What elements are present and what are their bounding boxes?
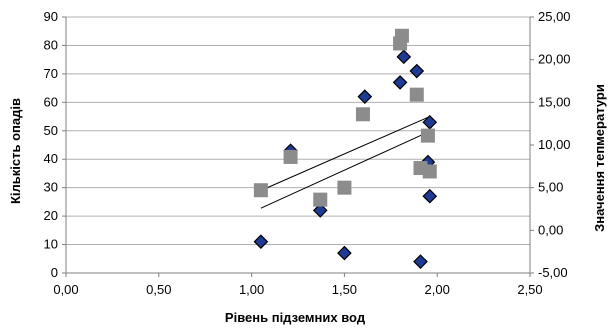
x-tick-label: 0,00 (53, 282, 78, 297)
trend-lines (260, 116, 430, 209)
x-tick-label: 1,00 (239, 282, 264, 297)
y-right-tick-label: 25,00 (538, 9, 571, 24)
gridlines (66, 16, 530, 246)
x-tick-label: 1,50 (332, 282, 357, 297)
x-axis-title: Рівень підземних вод (225, 310, 366, 325)
y-left-tick-label: 0 (51, 265, 58, 280)
trend-line (260, 116, 430, 191)
y-left-tick-label: 50 (44, 123, 58, 138)
y-right-tick-label: 15,00 (538, 94, 571, 109)
y-right-tick-label: 5,00 (538, 180, 563, 195)
square-point (283, 149, 298, 164)
y-left-tick-label: 40 (44, 151, 58, 166)
y-right-tick-label: -5,00 (538, 265, 568, 280)
diamond-point (337, 245, 352, 261)
y-left-tick-label: 10 (44, 237, 58, 252)
square-point (355, 107, 370, 122)
y-left-tick-label: 30 (44, 180, 58, 195)
diamond-point (357, 89, 373, 104)
square-point (409, 87, 424, 102)
diamond-point (312, 203, 328, 218)
diamond-point (392, 75, 408, 90)
square-point (253, 183, 268, 198)
square-point (420, 128, 435, 143)
diamond-point (409, 63, 425, 79)
y-right-tick-label: 0,00 (538, 222, 563, 237)
y-left-tick-label: 20 (44, 208, 58, 223)
y-left-tick-label: 90 (44, 9, 58, 24)
x-tick-label: 0,50 (146, 282, 171, 297)
square-point (337, 180, 352, 195)
tick-labels: 0 10 20 30 40 50 60 70 80 90 -5,00 0,00 5,00 10,00 15,… (44, 9, 571, 297)
diamond-point (396, 49, 412, 65)
y-right-axis-title: Значення тепмератури (592, 84, 607, 232)
data-points (253, 28, 438, 269)
x-tick-label: 2,50 (517, 282, 542, 297)
diamond-point (413, 254, 428, 269)
square-point (422, 164, 437, 179)
axes (62, 16, 534, 277)
x-tick-label: 2,00 (425, 282, 450, 297)
diamond-point (422, 188, 438, 204)
square-point (313, 192, 328, 207)
y-left-tick-label: 60 (44, 94, 58, 109)
y-left-tick-label: 80 (44, 37, 58, 52)
diamond-point (422, 114, 438, 130)
square-point (394, 28, 409, 43)
diamond-point (253, 234, 269, 250)
y-left-tick-label: 70 (44, 66, 58, 81)
y-left-axis-title: Кількість опадів (8, 98, 23, 204)
y-right-tick-label: 20,00 (538, 52, 571, 67)
trend-line (260, 130, 430, 209)
y-right-tick-label: 10,00 (538, 137, 571, 152)
